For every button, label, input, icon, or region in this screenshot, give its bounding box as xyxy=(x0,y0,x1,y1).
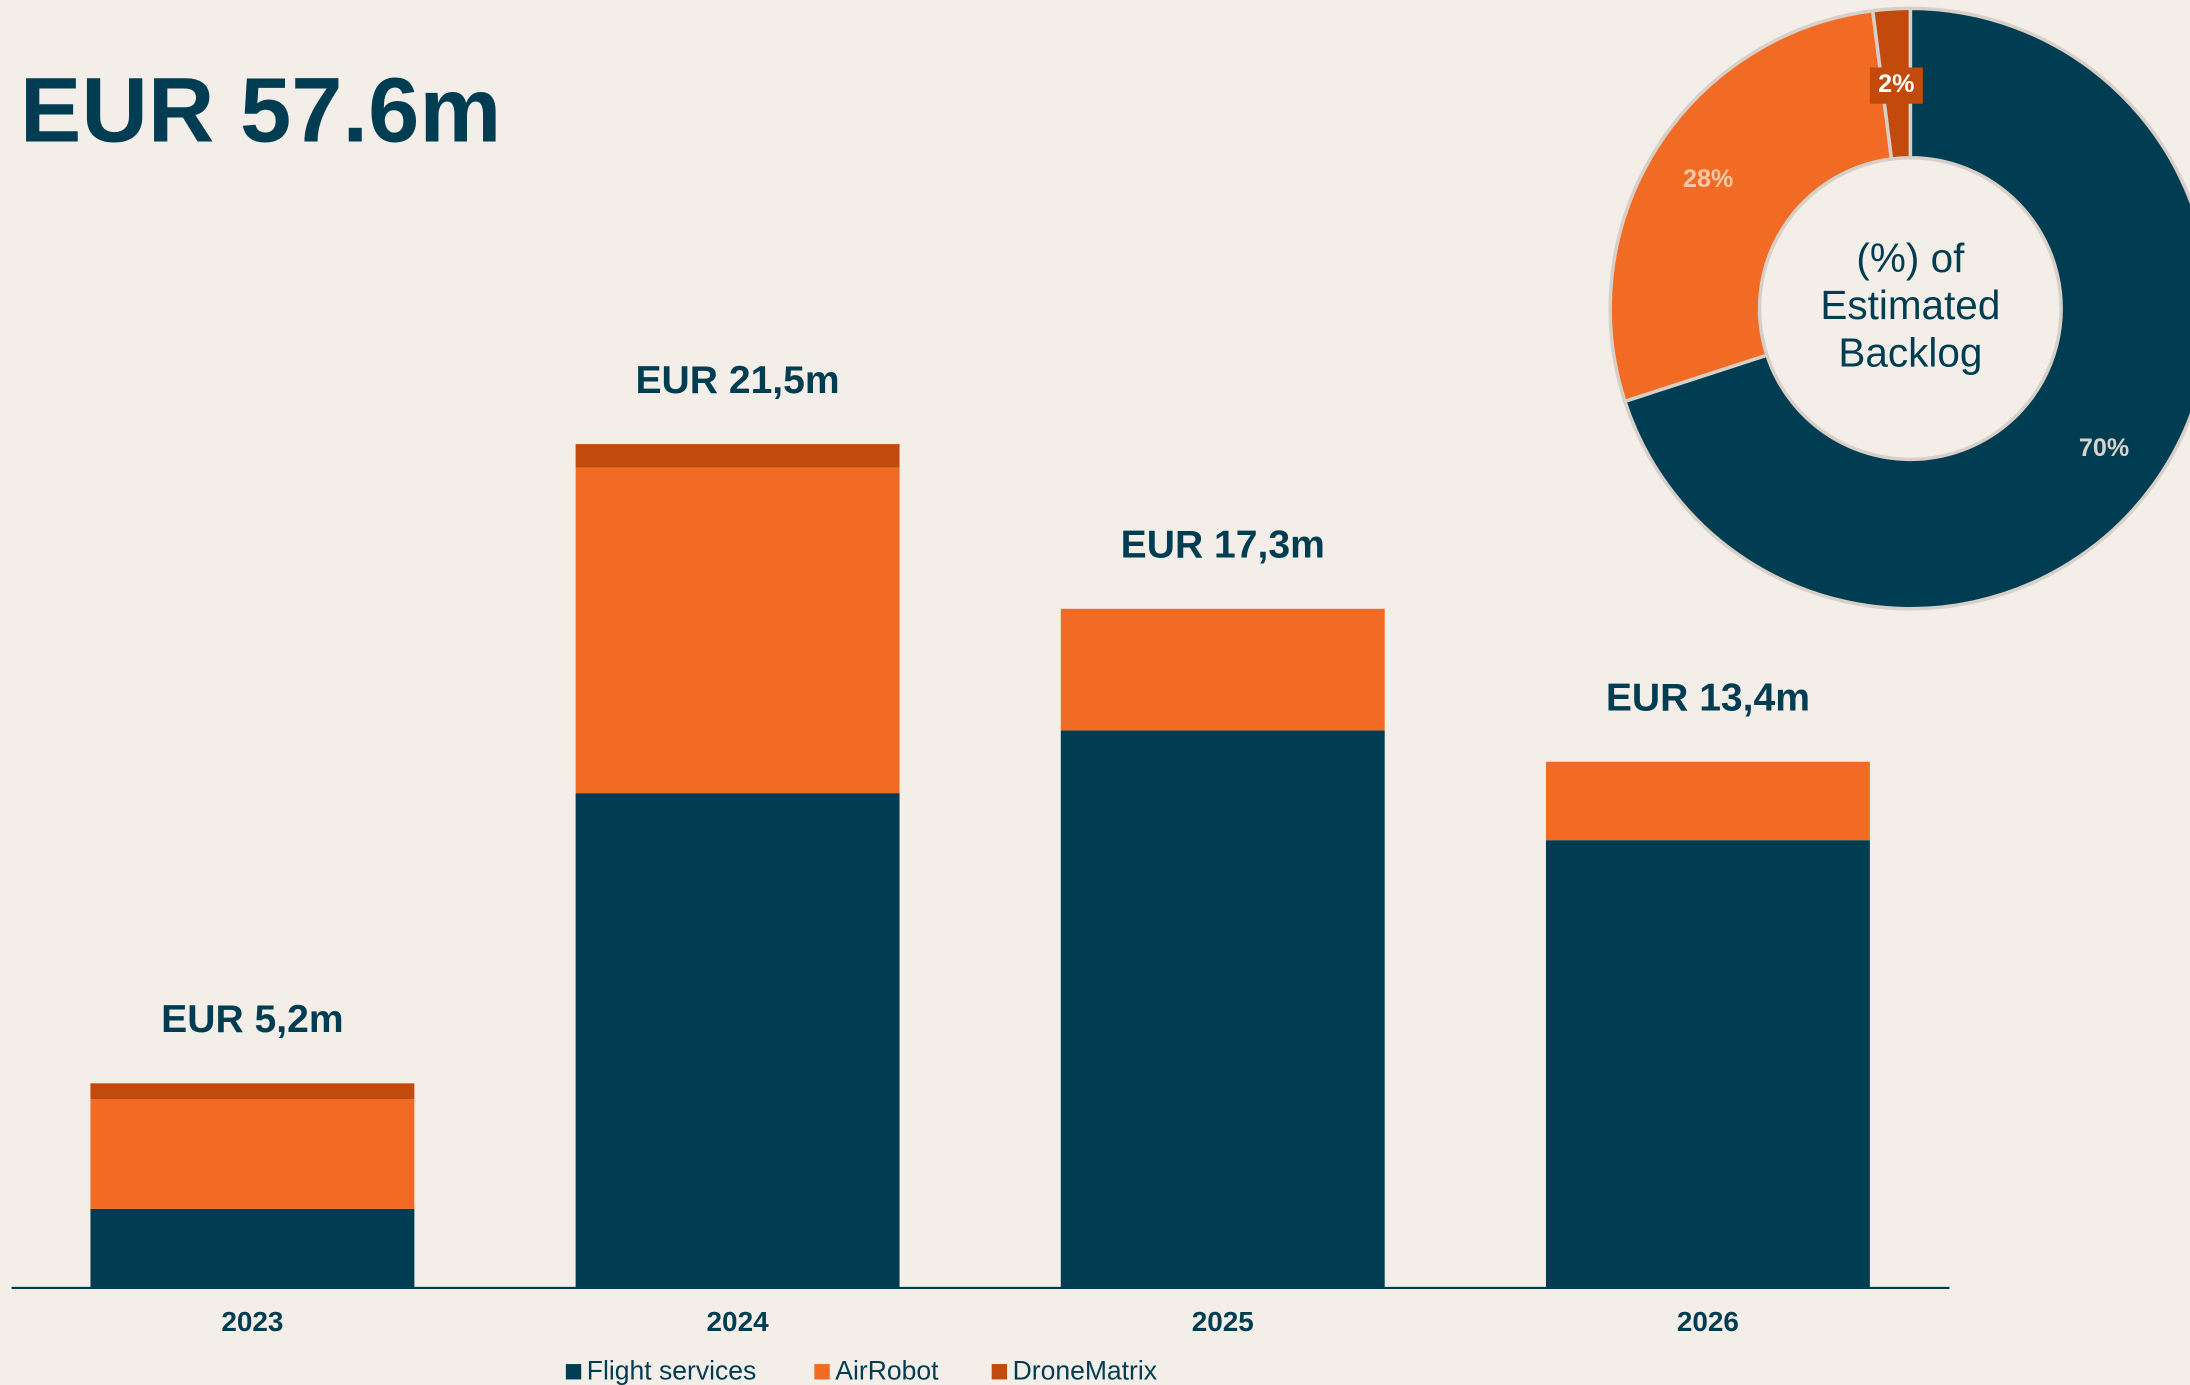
x-tick-label: 2023 xyxy=(221,1306,283,1337)
slice-label: 2% xyxy=(1878,70,1914,98)
bar-segment xyxy=(90,1099,415,1209)
bar-segment xyxy=(575,444,900,468)
legend-label: Flight services xyxy=(587,1355,756,1385)
center-label: Estimated xyxy=(1820,282,2000,328)
bar-segment xyxy=(1060,608,1385,731)
total-label: EUR 17,3m xyxy=(1121,524,1325,567)
bar-segment xyxy=(90,1083,415,1100)
bar-segment xyxy=(1545,761,1870,841)
bar-segment xyxy=(1060,730,1385,1288)
bar-segment xyxy=(1545,840,1870,1288)
chart-title: EUR 57.6m xyxy=(20,59,501,162)
center-label: (%) of xyxy=(1856,235,1965,281)
center-label: Backlog xyxy=(1838,330,1982,376)
legend-swatch xyxy=(814,1364,830,1380)
total-label: EUR 13,4m xyxy=(1606,677,1810,720)
x-tick-label: 2024 xyxy=(707,1306,770,1337)
donut-slice xyxy=(1608,8,1894,404)
total-label: EUR 5,2m xyxy=(161,998,343,1041)
legend-label: DroneMatrix xyxy=(1013,1355,1157,1385)
legend-swatch xyxy=(565,1364,582,1380)
slice-label: 70% xyxy=(2079,434,2129,462)
total-label: EUR 21,5m xyxy=(635,359,839,402)
donut-slice xyxy=(1622,6,2190,611)
x-tick-label: 2026 xyxy=(1677,1306,1739,1337)
bar-segment xyxy=(575,793,900,1288)
slice-label: 28% xyxy=(1683,165,1733,193)
label-box xyxy=(1869,67,1923,104)
bar-segment xyxy=(575,467,900,794)
x-tick-label: 2025 xyxy=(1192,1306,1254,1337)
legend-label: AirRobot xyxy=(835,1355,939,1385)
bar-segment xyxy=(90,1208,415,1288)
legend-swatch xyxy=(991,1364,1008,1380)
